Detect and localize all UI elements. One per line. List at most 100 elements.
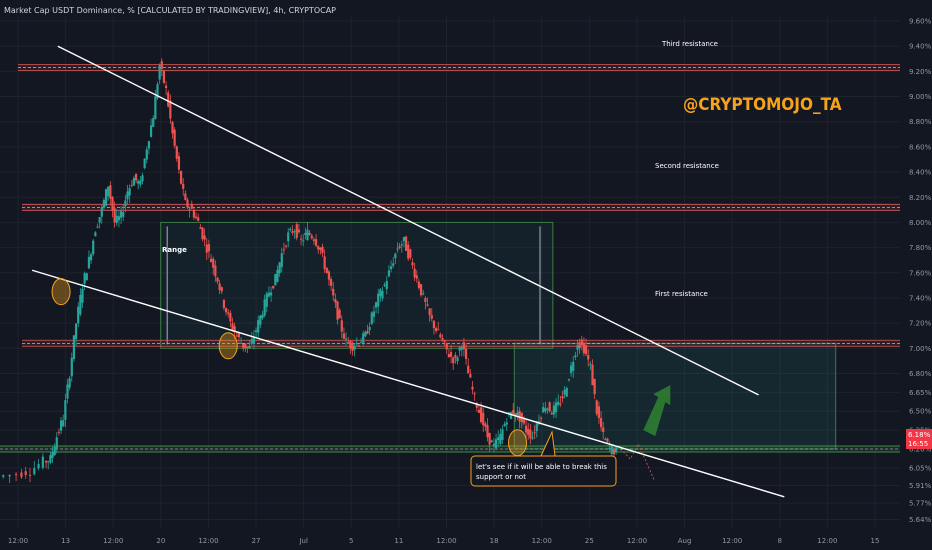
candle-body <box>66 384 69 399</box>
candle-body <box>578 342 581 349</box>
candle-body <box>552 405 556 415</box>
candle-body <box>464 348 468 360</box>
candle-body <box>164 85 168 89</box>
price-badge-value: 6.18% <box>908 431 931 439</box>
x-tick-label: 12:00 <box>532 537 552 545</box>
y-tick-label: 8.40% <box>909 169 932 177</box>
candle-body <box>604 439 607 441</box>
candle-body <box>207 244 211 252</box>
candle-body <box>561 396 564 399</box>
candle-body <box>610 446 613 454</box>
price-axis[interactable]: 9.60% 9.40% 9.20% 9.00% 8.80% 8.60% 8.40% 8.20%… <box>909 18 932 524</box>
candle-body <box>272 285 275 289</box>
candle-body <box>372 311 376 317</box>
chart-title: Market Cap USDT Dominance, % [CALCULATED… <box>4 6 336 15</box>
candle-body <box>385 281 388 289</box>
candle-body <box>359 342 363 344</box>
candle-body <box>362 333 365 343</box>
candle-body <box>186 199 189 208</box>
candle-body <box>550 412 553 415</box>
descending-trendline-upper <box>57 45 759 396</box>
candle-body <box>417 281 421 288</box>
candle-body <box>413 268 416 278</box>
candle-body <box>282 249 286 251</box>
x-tick-label: 11 <box>394 537 403 545</box>
candle-body <box>33 468 36 475</box>
candle-body <box>259 315 262 325</box>
candle-body <box>614 447 618 453</box>
candle-body <box>239 342 243 344</box>
candle-body <box>74 323 78 340</box>
y-tick-label: 6.65% <box>909 389 932 397</box>
y-tick-label: 5.64% <box>909 516 932 524</box>
x-tick-label: 12:00 <box>722 537 742 545</box>
candle-body <box>439 334 442 338</box>
candle-body <box>445 342 448 350</box>
range-box <box>160 221 554 349</box>
candle-body <box>235 335 238 337</box>
candle-body <box>546 408 549 410</box>
candle-body <box>77 306 80 324</box>
candle-body <box>190 204 193 209</box>
candle-body <box>473 393 476 395</box>
y-tick-label: 5.91% <box>909 482 932 490</box>
candle-body <box>516 412 519 416</box>
candle-body <box>392 263 395 266</box>
candle-body <box>430 315 433 319</box>
candle-body <box>471 386 474 390</box>
candle-body <box>469 373 472 378</box>
candle-body <box>368 327 371 331</box>
candle-body <box>574 355 577 358</box>
candle-body <box>62 420 65 427</box>
candle-body <box>44 461 48 463</box>
candle-body <box>263 299 266 316</box>
candle-body <box>297 229 301 233</box>
watermark-handle: @CRYPTOMOJO_TA <box>683 95 842 115</box>
candle-body <box>595 400 598 415</box>
candle-body <box>432 320 436 329</box>
candle-body <box>563 389 566 395</box>
candle-body <box>107 186 110 197</box>
candle-body <box>334 298 337 303</box>
candle-body <box>291 231 294 233</box>
candle-body <box>409 249 412 258</box>
time-axis[interactable]: 12:00 13 12:00 20 12:00 27 Jul 5 11 12:00 18 12:00 2… <box>8 537 880 545</box>
x-tick-label: 12:00 <box>103 537 123 545</box>
candle-body <box>203 235 206 240</box>
candle-body <box>205 244 208 253</box>
candle-body <box>162 70 166 83</box>
candle-body <box>589 364 592 366</box>
candle-body <box>96 226 99 228</box>
x-tick-label: 8 <box>778 537 782 545</box>
note-line-1: let's see if it will be able to break th… <box>476 463 607 471</box>
candle-body <box>53 446 56 456</box>
candle-body <box>400 244 403 246</box>
candle-body <box>364 331 367 337</box>
candle-body <box>327 271 331 280</box>
candle-body <box>284 245 288 247</box>
candle-body <box>404 236 408 251</box>
candle-body <box>338 309 341 319</box>
touch-highlight <box>508 429 527 457</box>
candle-body <box>229 312 232 322</box>
candle-body <box>456 357 459 362</box>
candle-body <box>274 274 277 286</box>
candle-body <box>128 188 131 196</box>
candle-body <box>261 314 264 319</box>
candle-body <box>458 347 461 351</box>
candle-body <box>319 247 322 251</box>
candle-body <box>353 346 356 350</box>
candle-body <box>194 216 198 219</box>
candle-body <box>72 335 76 360</box>
x-tick-label: 15 <box>871 537 880 545</box>
candle-body <box>539 417 543 419</box>
candle-body <box>492 443 496 447</box>
candle-body <box>454 355 457 358</box>
candle-body <box>254 330 258 333</box>
first-resistance-label: First resistance <box>655 290 708 298</box>
candle-body <box>572 362 575 371</box>
trendlines <box>31 45 785 498</box>
level-band <box>22 340 900 347</box>
candle-body <box>218 283 221 290</box>
